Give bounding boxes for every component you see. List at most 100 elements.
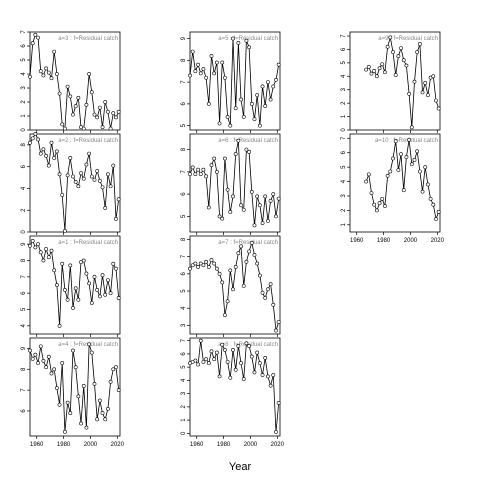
data-point <box>63 287 67 292</box>
panel-title: a=7 : f=Residual catch <box>218 240 278 246</box>
data-point <box>209 163 214 168</box>
x-tick-label: 1980 <box>377 238 391 244</box>
series-line <box>189 38 280 126</box>
y-tick-label: 9 <box>21 346 27 350</box>
data-point <box>247 149 252 154</box>
data-point <box>36 35 40 40</box>
data-point <box>241 283 246 288</box>
data-point <box>89 90 94 95</box>
data-point <box>30 238 35 243</box>
data-point <box>374 208 379 213</box>
data-point <box>206 265 211 269</box>
data-point <box>95 287 100 292</box>
data-point <box>276 320 281 324</box>
data-point <box>196 362 200 367</box>
data-point <box>276 400 281 405</box>
data-point <box>436 106 441 111</box>
data-point <box>57 323 62 328</box>
data-point <box>247 249 252 254</box>
data-point <box>57 91 62 96</box>
data-point <box>412 158 417 162</box>
data-point <box>212 71 217 76</box>
data-point <box>252 223 257 228</box>
data-point <box>217 374 222 379</box>
data-point <box>423 81 428 85</box>
data-point <box>369 71 374 76</box>
data-point <box>114 217 118 221</box>
data-point <box>239 361 243 366</box>
y-tick-label: 6 <box>341 47 347 51</box>
data-point <box>204 75 209 80</box>
data-point <box>426 93 430 97</box>
data-point <box>364 67 369 72</box>
data-point <box>81 258 86 263</box>
data-point <box>431 74 436 79</box>
data-point <box>65 173 70 178</box>
data-point <box>193 172 198 176</box>
data-point <box>388 169 393 174</box>
data-point <box>407 137 412 142</box>
data-point <box>396 54 401 59</box>
data-point <box>108 291 113 296</box>
data-point <box>271 192 276 197</box>
data-point <box>73 286 78 291</box>
panel-frame <box>29 235 121 335</box>
panel-a2: a=2 : f=Residual catch 0 2 4 6 8 <box>21 132 121 235</box>
data-point <box>38 69 43 74</box>
data-point <box>214 266 219 271</box>
data-point <box>233 106 238 111</box>
panel-title: a=3 : f=Residual catch <box>58 36 118 42</box>
data-point <box>92 274 97 279</box>
data-point <box>103 206 108 210</box>
data-point <box>252 370 257 375</box>
data-point <box>95 169 100 173</box>
data-point <box>271 84 276 89</box>
y-tick-label: 1 <box>21 114 27 118</box>
data-point <box>87 281 92 286</box>
panel-frame <box>189 31 281 131</box>
data-point <box>383 204 387 208</box>
data-point <box>206 205 211 210</box>
data-point <box>196 167 200 172</box>
panel-a9: a=9 : f=Residual catch 0 1 2 3 4 5 6 7 <box>341 31 441 133</box>
data-point <box>391 156 395 161</box>
data-point <box>41 73 46 78</box>
y-tick-label: 5 <box>21 307 27 311</box>
data-point <box>274 78 278 82</box>
data-point <box>244 38 249 43</box>
y-tick-label: 6 <box>21 44 27 48</box>
data-point <box>212 357 217 362</box>
y-tick-label: 2 <box>21 100 27 104</box>
data-point <box>241 207 246 212</box>
data-point <box>257 361 262 366</box>
data-point <box>95 417 100 422</box>
data-point <box>364 179 369 184</box>
data-point <box>28 348 32 353</box>
data-point <box>190 165 195 170</box>
data-point <box>366 65 371 69</box>
y-tick-label: 2 <box>181 405 187 409</box>
data-point <box>57 402 62 407</box>
data-point <box>41 147 46 152</box>
y-tick-label: 4 <box>181 378 187 382</box>
data-point <box>420 189 425 194</box>
y-tick-label: 9 <box>181 36 187 40</box>
data-point <box>228 123 233 128</box>
y-tick-label: 4 <box>181 306 187 310</box>
data-point <box>65 400 70 405</box>
data-point <box>188 172 192 176</box>
data-point <box>239 203 243 208</box>
data-point <box>263 355 268 360</box>
data-point <box>214 60 219 65</box>
series-line <box>365 37 440 128</box>
data-point <box>89 301 94 305</box>
data-point <box>198 172 203 176</box>
data-point <box>257 123 262 128</box>
data-point <box>79 171 83 176</box>
data-point <box>84 425 89 430</box>
data-point <box>73 104 78 109</box>
data-point <box>100 185 105 190</box>
data-point <box>385 44 390 49</box>
data-point <box>97 178 102 183</box>
y-tick-label: 2 <box>341 208 347 212</box>
